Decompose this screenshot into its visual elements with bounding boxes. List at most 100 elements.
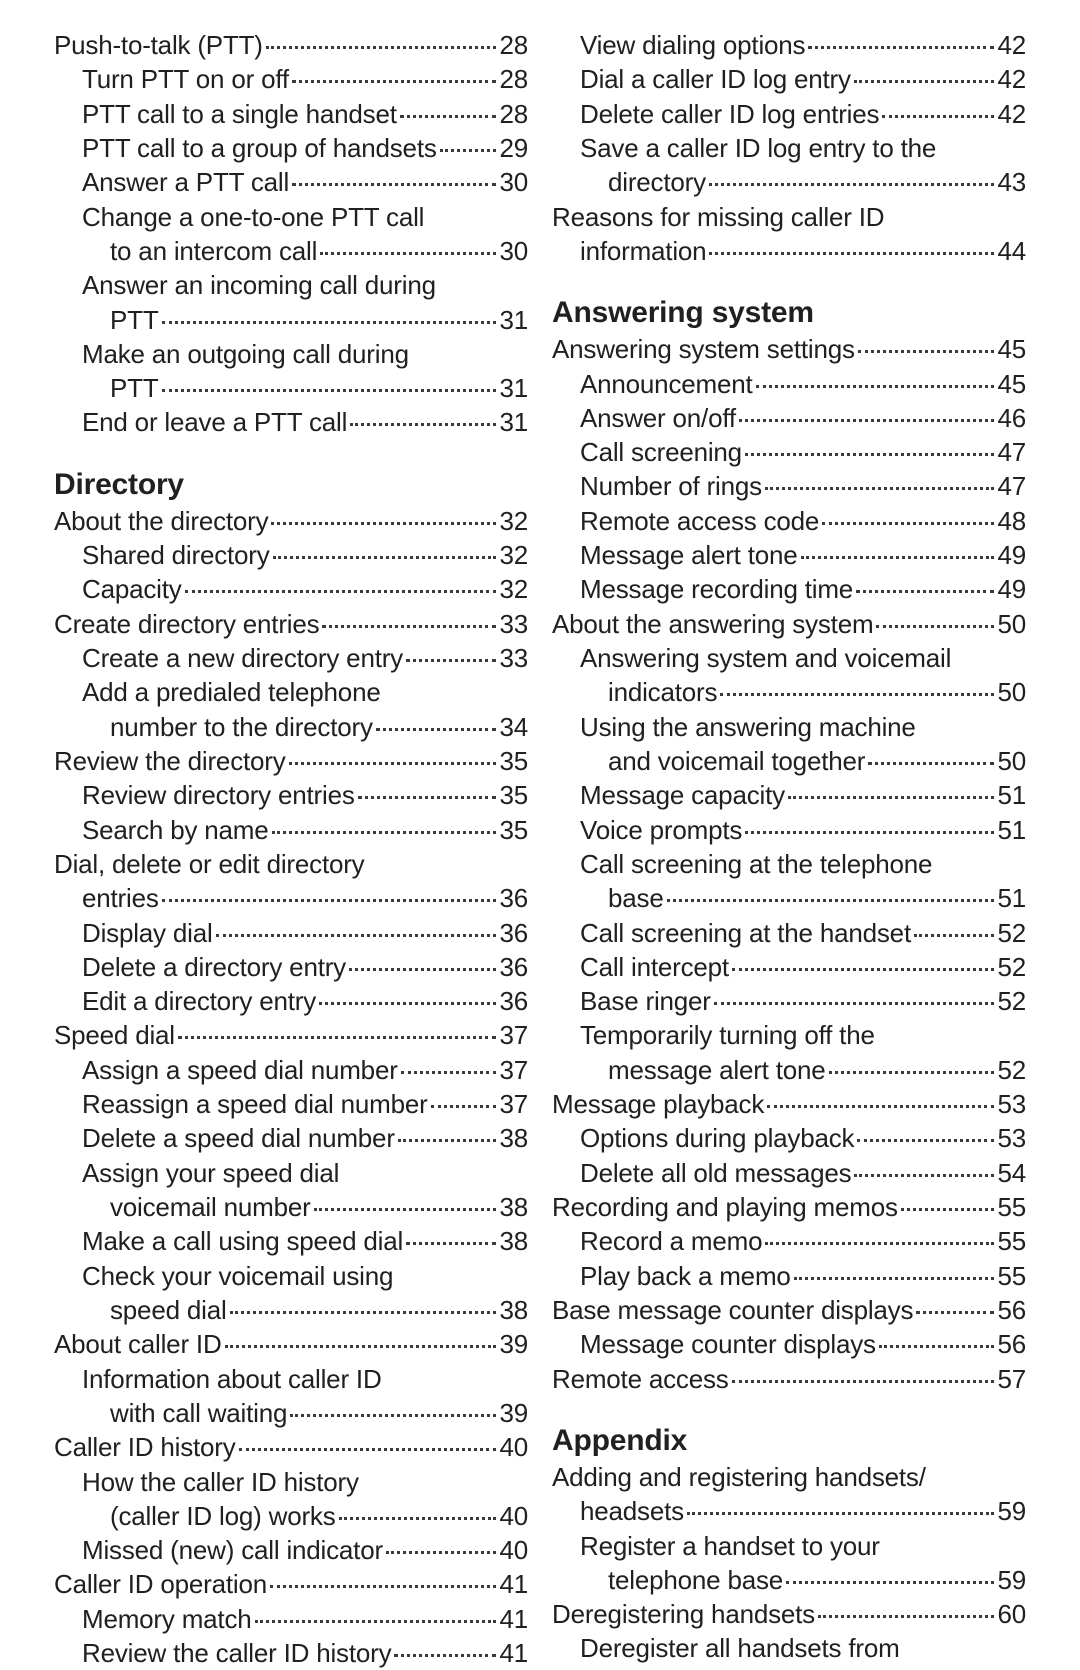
toc-dot-leader <box>358 796 497 799</box>
toc-entry-title: Remote access <box>552 1362 729 1396</box>
toc-dot-leader <box>794 1277 995 1280</box>
toc-entry-page: 31 <box>499 405 528 439</box>
toc-dot-leader <box>709 183 995 186</box>
toc-entry-page: 33 <box>499 607 528 641</box>
toc-entry-title: Voice prompts <box>580 813 742 847</box>
toc-entry-title: Message recording time <box>580 572 853 606</box>
toc-entry-title: entries <box>82 881 159 915</box>
toc-entry-title: Assign your speed dial <box>82 1156 339 1190</box>
toc-entry-page: 38 <box>499 1121 528 1155</box>
toc-dot-leader <box>162 389 497 392</box>
toc-entry: Recording and playing memos55 <box>552 1190 1026 1224</box>
toc-entry: Search by name35 <box>54 813 528 847</box>
toc-entry-title: Review directory entries <box>82 778 355 812</box>
toc-entry: Create directory entries 33 <box>54 607 528 641</box>
toc-dot-leader <box>406 1242 496 1245</box>
toc-entry: Missed (new) call indicator40 <box>54 1533 528 1567</box>
toc-entry: Shared directory32 <box>54 538 528 572</box>
toc-entry-title: with call waiting <box>110 1396 287 1430</box>
toc-dot-leader <box>431 1105 497 1108</box>
toc-entry-page: 52 <box>997 984 1026 1018</box>
toc-entry-title: base <box>608 881 664 915</box>
toc-entry-page: 28 <box>499 62 528 96</box>
toc-entry-page: 49 <box>997 572 1026 606</box>
toc-entry-title: Save a caller ID log entry to the <box>580 131 936 165</box>
toc-entry: Using the answering machine <box>552 710 1026 744</box>
toc-entry-page: 60 <box>997 1597 1026 1631</box>
toc-entry: Answering system and voicemail <box>552 641 1026 675</box>
toc-entry-page: 44 <box>997 234 1026 268</box>
toc-entry-title: Answer a PTT call <box>82 165 289 199</box>
toc-entry-title: and voicemail together <box>608 744 865 778</box>
toc-entry-title: Recording and playing memos <box>552 1190 898 1224</box>
toc-entry: voicemail number38 <box>54 1190 528 1224</box>
toc-dot-leader <box>756 385 995 388</box>
toc-entry: Message alert tone49 <box>552 538 1026 572</box>
toc-dot-leader <box>829 1071 995 1074</box>
toc-entry: Deregister all handsets from <box>552 1631 1026 1665</box>
toc-entry-title: Missed (new) call indicator <box>82 1533 383 1567</box>
toc-entry-title: Dial a caller ID log entry <box>580 62 851 96</box>
toc-dot-leader <box>767 1105 994 1108</box>
toc-dot-leader <box>398 1139 497 1142</box>
toc-entry: PTT call to a single handset28 <box>54 97 528 131</box>
toc-entry-page: 31 <box>499 371 528 405</box>
toc-entry: Caller ID operation 41 <box>54 1567 528 1601</box>
toc-dot-leader <box>739 419 995 422</box>
toc-entry-title: Reasons for missing caller ID <box>552 200 884 234</box>
toc-entry-page: 39 <box>499 1396 528 1430</box>
toc-entry: Voice prompts51 <box>552 813 1026 847</box>
toc-entry-page: 56 <box>997 1293 1026 1327</box>
toc-entry-title: Caller ID operation <box>54 1567 267 1601</box>
toc-entry-title: Message playback <box>552 1087 764 1121</box>
toc-dot-leader <box>266 46 497 49</box>
toc-entry: Call screening47 <box>552 435 1026 469</box>
toc-entry-title: Using the answering machine <box>580 710 916 744</box>
toc-entry: Message capacity51 <box>552 778 1026 812</box>
toc-entry-title: Answering system and voicemail <box>580 641 951 675</box>
toc-dot-leader <box>765 1242 994 1245</box>
toc-dot-leader <box>350 423 496 426</box>
toc-entry-title: Caller ID history <box>54 1430 236 1464</box>
toc-dot-leader <box>406 659 496 662</box>
toc-entry: with call waiting 39 <box>54 1396 528 1430</box>
toc-entry: information44 <box>552 234 1026 268</box>
toc-entry-title: Call intercept <box>580 950 729 984</box>
toc-entry-page: 36 <box>499 950 528 984</box>
toc-entry-title: Remote access code <box>580 504 819 538</box>
toc-dot-leader <box>271 522 496 525</box>
toc-entry-title: Search by name <box>82 813 269 847</box>
toc-dot-leader <box>808 46 994 49</box>
toc-entry: Memory match41 <box>54 1602 528 1636</box>
toc-entry-page: 43 <box>997 165 1026 199</box>
toc-dot-leader <box>239 1448 497 1451</box>
toc-entry-page: 38 <box>499 1190 528 1224</box>
toc-entry: Reasons for missing caller ID <box>552 200 1026 234</box>
toc-entry-title: Delete a directory entry <box>82 950 346 984</box>
toc-entry-page: 55 <box>997 1224 1026 1258</box>
toc-dot-leader <box>667 899 995 902</box>
toc-entry-page: 41 <box>499 1567 528 1601</box>
toc-entry: Adding and registering handsets/ <box>552 1460 1026 1494</box>
toc-entry: Answering system settings45 <box>552 332 1026 366</box>
toc-dot-leader <box>178 1036 497 1039</box>
toc-entry-page: 30 <box>499 165 528 199</box>
toc-dot-leader <box>818 1615 994 1618</box>
toc-entry-title: Answer an incoming call during <box>82 268 436 302</box>
toc-dot-leader <box>440 149 497 152</box>
toc-entry: Call intercept52 <box>552 950 1026 984</box>
toc-entry: Review directory entries35 <box>54 778 528 812</box>
toc-columns: Push-to-talk (PTT)28Turn PTT on or off28… <box>54 28 1026 1670</box>
toc-left-column: Push-to-talk (PTT)28Turn PTT on or off28… <box>54 28 528 1670</box>
toc-entry-page: 40 <box>499 1430 528 1464</box>
toc-entry-title: PTT <box>110 371 159 405</box>
toc-entry-title: Make a call using speed dial <box>82 1224 403 1258</box>
toc-right-column: View dialing options42Dial a caller ID l… <box>552 28 1026 1670</box>
toc-entry-title: Message counter displays <box>580 1327 876 1361</box>
toc-entry: Make an outgoing call during <box>54 337 528 371</box>
toc-entry: Change a one-to-one PTT call <box>54 200 528 234</box>
toc-entry: Message recording time 49 <box>552 572 1026 606</box>
toc-dot-leader <box>720 693 994 696</box>
toc-entry-page: 52 <box>997 1053 1026 1087</box>
toc-entry-title: Create directory entries <box>54 607 319 641</box>
